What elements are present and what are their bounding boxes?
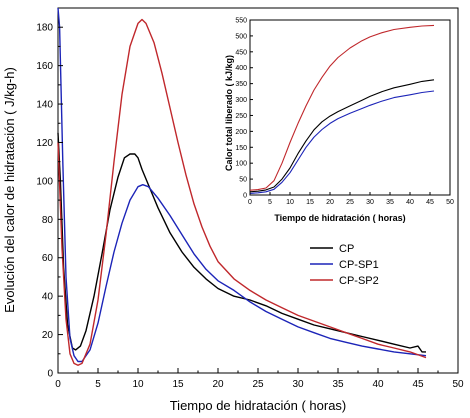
main-y-tick-label: 160 [36,61,53,72]
main-x-tick-label: 20 [212,379,224,390]
inset-x-tick-label: 40 [406,199,414,206]
main-ticks-group: 0 5 10 15 20 25 30 35 40 45 5002040608010012014016… [36,23,464,390]
inset-y-tick-label: 450 [235,49,247,56]
main-y-tick-label: 0 [47,369,53,380]
main-y-tick-label: 40 [42,292,54,303]
main-x-tick-label: 5 [95,379,101,390]
inset-y-tick-label: 550 [235,18,247,25]
inset-y-tick-label: 250 [235,113,247,120]
inset-y-axis-title: Calor total liberado ( kJ/kg) [224,55,234,171]
inset-y-tick-label: 300 [235,97,247,104]
main-x-tick-label: 45 [412,379,424,390]
inset-x-tick-label: 35 [386,199,394,206]
inset-x-tick-label: 20 [326,199,334,206]
main-y-tick-label: 100 [36,176,53,187]
main-chart: 0 5 10 15 20 25 30 35 40 45 5002040608010012014016… [2,7,464,413]
main-x-tick-label: 0 [55,379,61,390]
main-x-axis-title: Tiempo de hidratación ( horas) [170,398,347,413]
main-y-tick-label: 80 [42,215,54,226]
inset-chart: 0 5 10 15 20 25 30 35 40 45 5005010015020025030035… [224,15,454,223]
main-y-tick-label: 20 [42,330,54,341]
inset-x-tick-label: 50 [446,199,454,206]
main-x-tick-label: 50 [452,379,464,390]
inset-y-tick-label: 500 [235,33,247,40]
main-y-axis-title: Evolución del calor de hidratación ( J/k… [2,67,17,313]
inset-series-cp-sp1 [249,90,435,194]
main-series-cp [57,132,426,353]
main-y-tick-label: 180 [36,23,53,34]
inset-x-tick-label: 25 [346,199,354,206]
main-x-tick-label: 15 [172,379,184,390]
inset-x-tick-label: 0 [248,199,252,206]
legend-label-cp-sp1: CP-SP1 [339,259,379,271]
inset-x-tick-label: 30 [366,199,374,206]
main-x-tick-label: 10 [132,379,144,390]
inset-x-tick-label: 45 [426,199,434,206]
legend-label-cp-sp2: CP-SP2 [339,275,379,287]
main-x-tick-label: 25 [252,379,264,390]
main-y-tick-label: 120 [36,138,53,149]
inset-y-tick-label: 350 [235,81,247,88]
inset-x-tick-label: 15 [306,199,314,206]
legend-label-cp: CP [339,243,354,255]
inset-series-cp [249,79,435,193]
inset-series-group [249,24,435,194]
main-series-group [57,7,427,366]
inset-x-tick-label: 5 [268,199,272,206]
main-y-tick-label: 140 [36,100,53,111]
inset-ticks-group: 0 5 10 15 20 25 30 35 40 45 5005010015020025030035… [235,18,454,207]
inset-y-tick-label: 150 [235,145,247,152]
inset-x-axis-title: Tiempo de hidratación ( horas) [274,213,405,223]
inset-x-tick-label: 10 [286,199,294,206]
main-x-tick-label: 40 [372,379,384,390]
legend: CP CP-SP1 CP-SP2 [310,243,379,287]
main-x-tick-label: 30 [292,379,304,390]
inset-y-tick-label: 200 [235,129,247,136]
inset-series-cp-sp2 [249,24,435,191]
inset-y-tick-label: 400 [235,65,247,72]
main-x-tick-label: 35 [332,379,344,390]
main-y-tick-label: 60 [42,253,54,264]
main-series-cp-sp2 [57,18,427,366]
inset-plot-background [246,15,449,195]
inset-y-tick-label: 100 [235,161,247,168]
main-series-cp-sp1 [57,7,427,363]
inset-y-tick-label: 0 [243,193,247,200]
inset-y-tick-label: 50 [239,177,247,184]
